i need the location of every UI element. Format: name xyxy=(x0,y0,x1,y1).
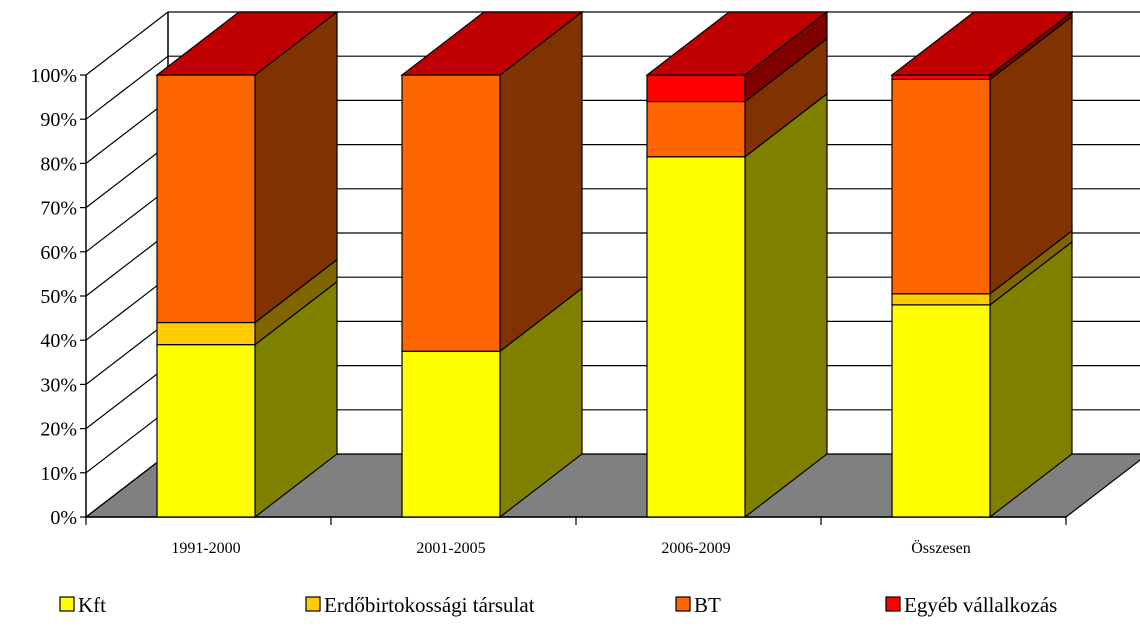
bar-stack-1991-2000 xyxy=(155,10,339,519)
y-tick-label: 70% xyxy=(40,198,77,220)
y-tick-label: 0% xyxy=(50,507,77,529)
bar-segment-bt xyxy=(891,78,991,295)
bar-segment-kft xyxy=(401,350,501,518)
bar-segment-erdobirtokossagi-tarsulat xyxy=(891,293,991,306)
y-tick-label: 50% xyxy=(40,286,77,308)
legend-item-kft: Kft xyxy=(59,593,106,617)
y-tick-label: 90% xyxy=(40,109,77,131)
y-tick-label: 60% xyxy=(40,242,77,264)
y-tick-label: 20% xyxy=(40,419,77,441)
gridline-side xyxy=(85,365,169,430)
category-label: 1991-2000 xyxy=(171,540,240,557)
bar-top xyxy=(890,11,1074,76)
bar-segment-bt xyxy=(646,100,746,158)
legend-swatch xyxy=(885,596,901,612)
legend-swatch xyxy=(59,596,75,612)
category-label: 2001-2005 xyxy=(416,540,485,557)
legend-label: BT xyxy=(694,593,721,617)
bar-segment-kft xyxy=(891,304,991,518)
y-tick-label: 80% xyxy=(40,153,77,175)
legend-item-bt: BT xyxy=(675,593,721,617)
y-tick-label: 40% xyxy=(40,330,77,352)
bar-segment-egyeb-vallalkozas xyxy=(891,74,991,81)
category-label: 2006-2009 xyxy=(661,540,730,557)
bar-top xyxy=(645,11,829,76)
category-label: Összesen xyxy=(911,539,971,557)
bar-segment-kft xyxy=(156,344,256,518)
y-tick-label: 10% xyxy=(40,463,77,485)
legend-label: Kft xyxy=(78,593,106,617)
bar-segment-egyeb-vallalkozas xyxy=(646,74,746,103)
gridline-side xyxy=(85,99,169,164)
bar-segment-bt xyxy=(401,74,501,352)
gridline-side xyxy=(85,320,169,385)
gridline-side xyxy=(85,409,169,474)
bar-top xyxy=(155,11,339,76)
legend-item-erdobirtokossagi-tarsulat: Erdőbirtokossági társulat xyxy=(305,593,535,617)
gridline-side xyxy=(85,11,169,76)
bar-side-kft xyxy=(744,92,828,519)
gridline-side xyxy=(85,188,169,253)
bar-segment-kft xyxy=(646,156,746,518)
legend-label: Erdőbirtokossági társulat xyxy=(324,593,535,617)
legend-swatch xyxy=(305,596,321,612)
bar-segment-erdobirtokossagi-tarsulat xyxy=(156,321,256,346)
bar-segment-bt xyxy=(156,74,256,324)
bar-top xyxy=(400,11,584,76)
bars xyxy=(155,10,1074,519)
bar-stack-2006-2009 xyxy=(645,10,829,519)
gridline-side xyxy=(85,55,169,120)
gridline-side xyxy=(85,144,169,209)
gridline-side xyxy=(85,232,169,297)
y-tick-label: 30% xyxy=(40,374,77,396)
bar-stack-osszesen xyxy=(890,10,1074,519)
legend-label: Egyéb vállalkozás xyxy=(904,593,1057,617)
legend-item-egyeb-vallalkozas: Egyéb vállalkozás xyxy=(885,593,1057,617)
category-axis: 1991-2000 2001-2005 2006-2009 Összesen xyxy=(171,539,970,557)
legend: Kft Erdőbirtokossági társulat BT Egyéb váll… xyxy=(59,593,1057,617)
gridline-side xyxy=(85,276,169,341)
legend-swatch xyxy=(675,596,691,612)
y-tick-label: 100% xyxy=(30,65,77,87)
bar-stack-2001-2005 xyxy=(400,10,584,519)
gridline-side xyxy=(85,453,169,518)
